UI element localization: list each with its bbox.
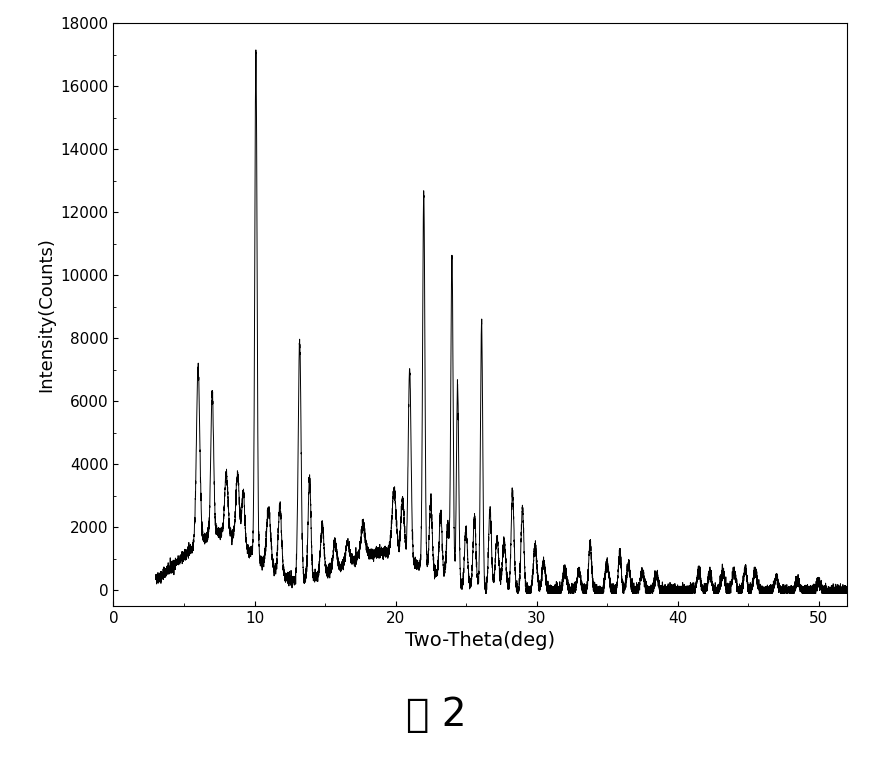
Y-axis label: Intensity(Counts): Intensity(Counts) [37, 237, 55, 392]
Text: 图 2: 图 2 [406, 696, 467, 733]
X-axis label: Two-Theta(deg): Two-Theta(deg) [405, 632, 555, 650]
